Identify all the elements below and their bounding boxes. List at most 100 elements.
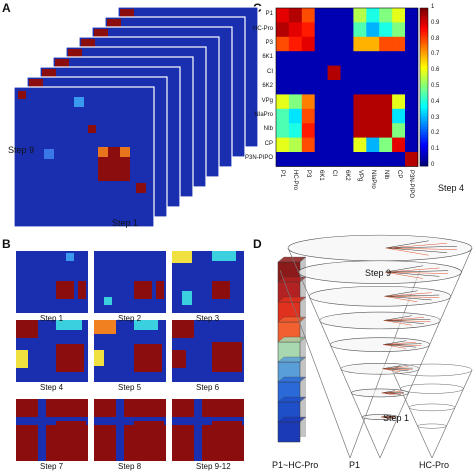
colorbar-tick-label: 0.6 (431, 67, 440, 74)
colorbar-segment (420, 110, 428, 114)
network-branch (382, 365, 401, 369)
colorbar-segment (420, 160, 428, 164)
heatmap-cell (392, 108, 406, 124)
heatmap-cell (288, 108, 303, 124)
heatmap-cell (288, 123, 303, 138)
heatmap-cell (301, 51, 315, 66)
bar-segment-top (277, 296, 307, 303)
step-matrix (94, 320, 166, 382)
heatmap-cell (314, 51, 328, 66)
network-branch (385, 240, 429, 249)
network-branch (382, 392, 401, 395)
step-label: Step 5 (118, 383, 142, 392)
step-label: Step 1 (40, 314, 64, 323)
heatmap-cell (405, 108, 419, 124)
cone-layer (351, 388, 409, 398)
heatmap-cell (301, 137, 315, 153)
colorbar-segment (420, 121, 428, 125)
heatmap-cell (353, 137, 367, 153)
heatmap-cell (405, 123, 419, 138)
heatmap-cell (353, 94, 367, 110)
heatmap-cell (314, 152, 328, 167)
heatmap-cell (379, 8, 393, 23)
colorbar-segment (420, 131, 428, 135)
heatmap-cell (340, 22, 354, 38)
heatmap-cell (392, 8, 406, 23)
colorbar-tick-label: 0.2 (431, 130, 440, 137)
heatmap-cell (353, 36, 367, 52)
heatmap-cell (353, 123, 367, 138)
heatmap-cell (314, 94, 328, 110)
heatmap-cell (366, 94, 380, 110)
bar-segment-top (277, 416, 307, 423)
network-branch (387, 243, 448, 249)
step-label: Step 6 (196, 383, 220, 392)
heatmap-cell (353, 65, 367, 81)
heatmap-cell (353, 152, 367, 167)
heatmap-cell (340, 51, 354, 66)
heatmap-cell (301, 152, 315, 167)
colorbar-segment (420, 105, 428, 109)
colorbar-segment (420, 58, 428, 62)
network-branch (385, 320, 431, 322)
colorbar-segment (420, 13, 428, 17)
network-branch (381, 416, 390, 419)
heatmap-cell (405, 65, 419, 81)
panel-a-step-top: Step 9 (8, 145, 35, 155)
heatmap-frame (275, 7, 419, 167)
heatmap-cell (276, 80, 290, 95)
colorbar-segment (420, 163, 428, 167)
heatmap-cell (353, 80, 367, 95)
colorbar-tick-label: 1 (431, 4, 435, 10)
step-label: Step 9-12 (196, 462, 231, 471)
heatmap-cell (405, 22, 419, 38)
colorbar-segment (420, 76, 428, 80)
heatmap-cell (276, 8, 290, 23)
step-matrix (16, 251, 88, 313)
heatmap-cell (366, 51, 380, 66)
step-matrix (16, 320, 88, 382)
colorbar-segment (420, 26, 428, 30)
heatmap-cell (379, 152, 393, 167)
heatmap-cell (288, 8, 303, 23)
heatmap-cell (340, 152, 354, 167)
colorbar-tick-label: 0.1 (431, 146, 440, 153)
cone-layer (330, 337, 430, 352)
heatmap-cell (288, 22, 303, 38)
network-branch (381, 392, 396, 396)
heatmap-cell (392, 65, 406, 81)
network-branch (386, 296, 432, 301)
colorbar-segment (420, 65, 428, 69)
heatmap-cell (353, 51, 367, 66)
heatmap-cell (276, 36, 290, 52)
panel-d-step-top: Step 9 (365, 268, 392, 278)
heatmap-cell (405, 36, 419, 52)
heatmap-cell (288, 36, 303, 52)
colorbar-tick-label: 0.7 (431, 51, 440, 58)
heatmap-cell (405, 51, 419, 66)
colorbar-tick-label: 0.9 (431, 19, 440, 26)
network-branch (389, 246, 457, 249)
heatmap-cell (392, 36, 406, 52)
colorbar-segment (420, 55, 428, 59)
heatmap-row-label: CI (267, 68, 273, 75)
heatmap-cell (314, 137, 328, 153)
heatmap-cell (288, 80, 303, 95)
heatmap-row-label: P3 (265, 40, 273, 46)
heatmap-row-label: VPg (261, 97, 273, 104)
heatmap-cell (353, 108, 367, 124)
heatmap-cell (366, 36, 380, 52)
network-branch (385, 247, 429, 256)
heatmap-cell (340, 94, 354, 110)
heatmap-cell (353, 22, 367, 38)
heatmap-cell (379, 36, 393, 52)
heatmap-cell (366, 80, 380, 95)
heatmap-cell (327, 108, 341, 124)
colorbar-segment (420, 113, 428, 117)
heatmap-row-label: NIb (263, 126, 273, 133)
heatmap-cell (314, 123, 328, 138)
colorbar-tick-label: 0.8 (431, 35, 440, 42)
colorbar-segment (420, 63, 428, 67)
